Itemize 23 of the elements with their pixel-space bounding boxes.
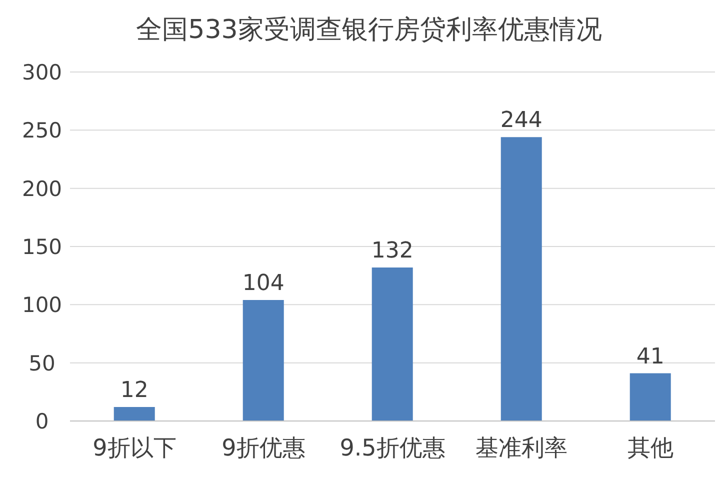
x-tick-label: 基准利率: [476, 435, 568, 462]
y-tick-label: 100: [22, 293, 62, 318]
x-tick-label: 9折优惠: [222, 435, 306, 462]
data-label: 244: [500, 108, 542, 134]
chart-title: 全国533家受调查银行房贷利率优惠情况: [135, 14, 603, 47]
y-tick-label: 50: [28, 351, 56, 376]
data-label: 41: [636, 344, 664, 370]
bar: [500, 137, 542, 421]
data-label: 104: [242, 271, 284, 296]
y-tick-label: 300: [22, 60, 62, 84]
x-tick-label: 9.5折优惠: [340, 435, 446, 462]
x-tick-label: 9折以下: [92, 435, 176, 462]
data-label: 12: [120, 378, 148, 404]
y-tick-label: 200: [22, 176, 62, 201]
bar: [630, 373, 671, 421]
bar: [372, 267, 413, 421]
y-tick-label: 150: [22, 234, 62, 259]
bar: [114, 407, 155, 421]
x-tick-label: 其他: [628, 435, 674, 462]
y-tick-label: 250: [22, 118, 62, 143]
bar: [242, 300, 284, 421]
data-label: 132: [371, 238, 414, 264]
y-tick-label: 0: [35, 409, 49, 434]
